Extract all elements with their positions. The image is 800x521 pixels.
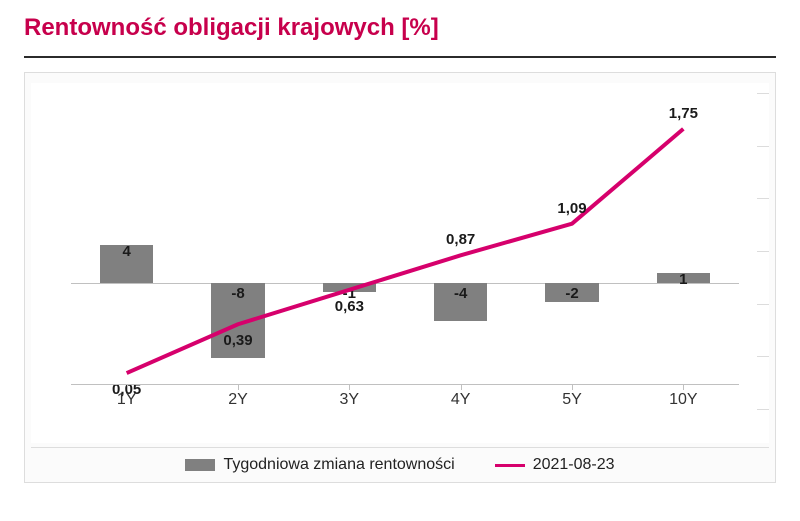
x-tick-label: 5Y bbox=[516, 384, 627, 409]
chart-title: Rentowność obligacji krajowych [%] bbox=[24, 14, 776, 42]
line-value-label: 0,39 bbox=[223, 332, 252, 349]
x-axis: 1Y2Y3Y4Y5Y10Y bbox=[71, 384, 739, 409]
line-value-label: 1,75 bbox=[669, 105, 698, 122]
chart-outer: 4-8-1-4-210,050,390,630,871,091,751Y2Y3Y… bbox=[24, 72, 776, 483]
x-tick-label: 3Y bbox=[294, 384, 405, 409]
x-tick-label: 2Y bbox=[182, 384, 293, 409]
x-tick-label: 1Y bbox=[71, 384, 182, 409]
legend-item-bar: Tygodniowa zmiana rentowności bbox=[185, 456, 454, 474]
title-rule bbox=[24, 56, 776, 58]
line-value-label: 0,87 bbox=[446, 231, 475, 248]
chart-plot-area: 4-8-1-4-210,050,390,630,871,091,751Y2Y3Y… bbox=[31, 83, 769, 443]
x-tick-label: 10Y bbox=[628, 384, 739, 409]
line-swatch-icon bbox=[495, 464, 525, 467]
legend: Tygodniowa zmiana rentowności 2021-08-23 bbox=[31, 447, 769, 476]
legend-bar-label: Tygodniowa zmiana rentowności bbox=[223, 456, 454, 474]
x-tick-label: 4Y bbox=[405, 384, 516, 409]
legend-item-line: 2021-08-23 bbox=[495, 456, 615, 474]
legend-line-label: 2021-08-23 bbox=[533, 456, 615, 474]
line-value-label: 0,63 bbox=[335, 298, 364, 315]
bar-swatch-icon bbox=[185, 459, 215, 471]
title-wrap: Rentowność obligacji krajowych [%] bbox=[0, 0, 800, 50]
line-value-label: 1,09 bbox=[557, 200, 586, 217]
yield-line bbox=[127, 129, 684, 373]
